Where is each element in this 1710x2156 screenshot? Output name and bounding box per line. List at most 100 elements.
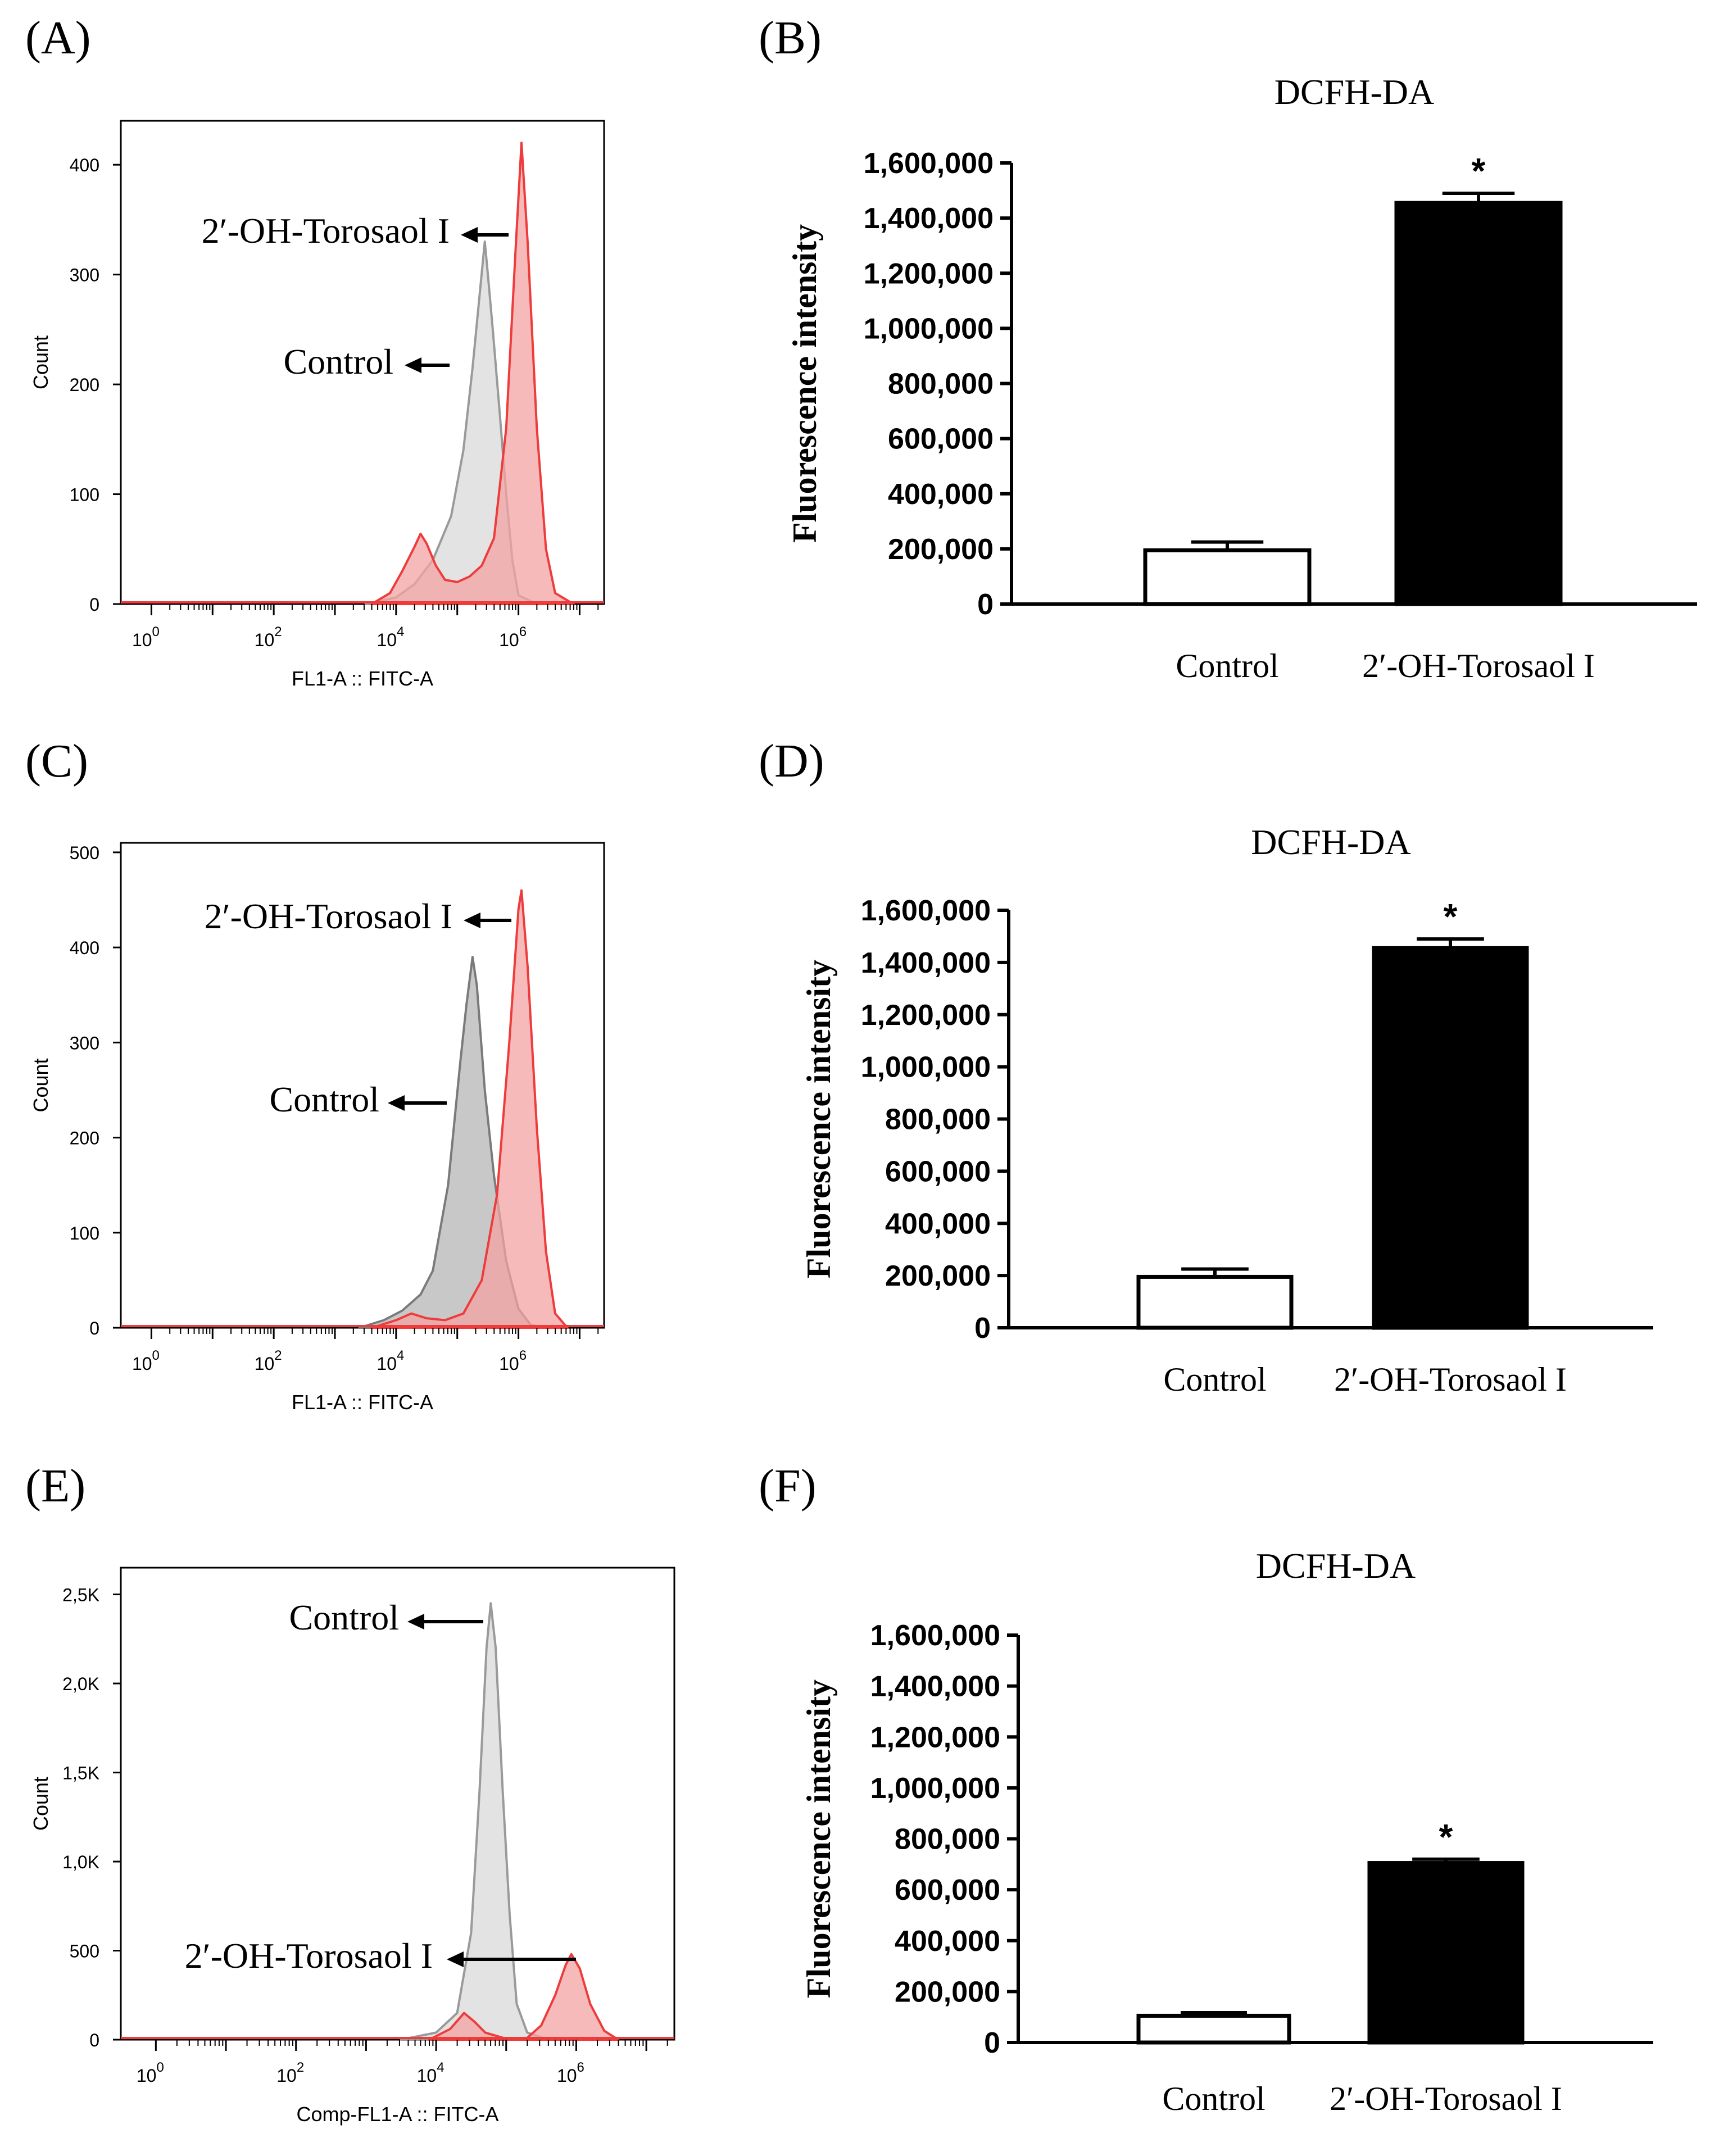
y-tick-label: 2,5K — [62, 1585, 99, 1605]
histogram-series-treated — [428, 1953, 620, 2041]
y-tick-label: 800,000 — [895, 1823, 1000, 1856]
annotation-arrow-head — [464, 913, 480, 928]
x-tick-label-exponent: 0 — [156, 2060, 164, 2075]
annotation-arrow-head — [407, 1614, 424, 1630]
x-tick-label: 102 — [255, 1348, 282, 1374]
y-axis-label: Fluorescence intensity — [786, 224, 823, 543]
annotation-label: Control — [289, 1597, 399, 1637]
x-tick-label-exponent: 4 — [437, 2060, 444, 2075]
bar-control — [1143, 548, 1312, 606]
y-tick-label: 0 — [89, 594, 99, 615]
x-tick-label-exponent: 4 — [397, 1348, 404, 1363]
category-label: Control — [1163, 1361, 1266, 1398]
y-tick-label: 1,600,000 — [861, 895, 991, 927]
x-tick-label-base: 10 — [417, 2066, 437, 2086]
panel-label-f: (F) — [759, 1460, 817, 1512]
y-tick-label: 1,200,000 — [864, 257, 994, 290]
x-tick-label-exponent: 6 — [519, 1348, 527, 1363]
annotation-arrow-head — [461, 227, 478, 243]
y-axis-label: Fluorescence intensity — [800, 1680, 837, 1998]
x-tick-label: 100 — [137, 2060, 164, 2086]
significance-marker: * — [1472, 151, 1486, 191]
y-tick-label: 1,400,000 — [870, 1671, 1000, 1703]
category-label: 2′-OH-Torosaol I — [1334, 1361, 1567, 1398]
bar-panel-f: DCFH-DA 0 200,000 400,000 600,000 800,000 1,00… — [800, 1546, 1653, 2117]
annotation-label: 2′-OH-Torosaol I — [185, 1936, 433, 1976]
y-tick-label: 500 — [70, 843, 99, 863]
y-tick-label: 200 — [70, 375, 99, 395]
x-tick-label: 100 — [132, 1348, 160, 1374]
bar-treated — [1367, 1861, 1525, 2045]
x-tick-label: 106 — [557, 2060, 584, 2086]
x-tick-label-base: 10 — [276, 2066, 297, 2086]
chart-title: DCFH-DA — [1251, 822, 1410, 862]
category-label: 2′-OH-Torosaol I — [1362, 647, 1595, 684]
y-tick-label: 1,000,000 — [861, 1051, 991, 1084]
x-tick-label-exponent: 6 — [577, 2060, 584, 2075]
annotation-arrow-head — [405, 357, 421, 373]
panel-label-e: (E) — [25, 1460, 85, 1512]
panel-label-a: (A) — [25, 12, 91, 64]
y-tick-label: 1,400,000 — [861, 947, 991, 979]
y-tick-label: 200,000 — [888, 533, 994, 566]
plot-frame — [120, 120, 605, 605]
x-tick-label-exponent: 2 — [274, 1348, 282, 1363]
y-tick-label: 1,200,000 — [870, 1721, 1000, 1754]
annotation-label: Control — [269, 1079, 379, 1119]
x-tick-label-exponent: 0 — [152, 624, 160, 639]
x-tick-label: 100 — [132, 624, 160, 650]
y-axis-label: Count — [29, 1777, 52, 1831]
y-tick-label: 100 — [70, 1223, 99, 1243]
y-tick-label: 0 — [984, 2027, 1000, 2059]
bar-panel-b: DCFH-DA 0 200,000 400,000 600,000 800,000 1,00… — [786, 72, 1697, 684]
y-tick-label: 200 — [70, 1128, 99, 1149]
y-tick-label: 200,000 — [885, 1260, 991, 1292]
x-tick-label: 102 — [255, 624, 282, 650]
y-tick-label: 0 — [974, 1312, 991, 1345]
x-tick-label: 102 — [276, 2060, 304, 2086]
y-tick-label: 400 — [70, 938, 99, 958]
annotation-arrow-head — [388, 1095, 405, 1111]
y-tick-label: 200,000 — [895, 1976, 1000, 2008]
y-tick-label: 400,000 — [885, 1208, 991, 1240]
chart-title: DCFH-DA — [1274, 72, 1434, 112]
y-tick-label: 1,000,000 — [870, 1772, 1000, 1805]
x-tick-label-exponent: 4 — [397, 624, 404, 639]
y-tick-label: 0 — [89, 1318, 99, 1338]
y-tick-label: 400 — [70, 155, 99, 175]
annotation-arrow-head — [447, 1951, 464, 1967]
category-label: 2′-OH-Torosaol I — [1330, 2080, 1562, 2117]
histogram-series-treated — [370, 889, 569, 1329]
y-tick-label: 800,000 — [885, 1104, 991, 1136]
significance-marker: * — [1439, 1817, 1453, 1857]
x-tick-label-base: 10 — [137, 2066, 157, 2086]
y-tick-label: 800,000 — [888, 368, 994, 401]
y-tick-label: 1,000,000 — [864, 312, 994, 345]
x-tick-label-base: 10 — [377, 630, 397, 650]
x-tick-label: 104 — [417, 2060, 444, 2086]
y-tick-label: 600,000 — [888, 423, 994, 456]
y-tick-label: 300 — [70, 1033, 99, 1053]
annotation-label: 2′-OH-Torosaol I — [205, 896, 452, 936]
x-axis-label: Comp-FL1-A :: FITC-A — [296, 2103, 498, 2126]
x-axis-label: FL1-A :: FITC-A — [292, 1391, 433, 1414]
panel-label-b: (B) — [759, 12, 822, 64]
y-tick-label: 1,200,000 — [861, 999, 991, 1032]
x-tick-label-exponent: 2 — [297, 2060, 304, 2075]
x-tick-label-base: 10 — [132, 1354, 152, 1374]
bar-treated — [1394, 201, 1563, 606]
bar-control — [1136, 2013, 1291, 2045]
x-tick-label-base: 10 — [132, 630, 152, 650]
plot-frame — [120, 1567, 675, 2041]
annotation-label: Control — [283, 342, 393, 382]
y-tick-label: 600,000 — [895, 1874, 1000, 1907]
x-tick-label-base: 10 — [255, 1354, 275, 1374]
y-tick-label: 300 — [70, 265, 99, 285]
x-tick-label-base: 10 — [377, 1354, 397, 1374]
annotation-label: 2′-OH-Torosaol I — [202, 211, 450, 251]
histogram-series-treated — [370, 142, 575, 605]
